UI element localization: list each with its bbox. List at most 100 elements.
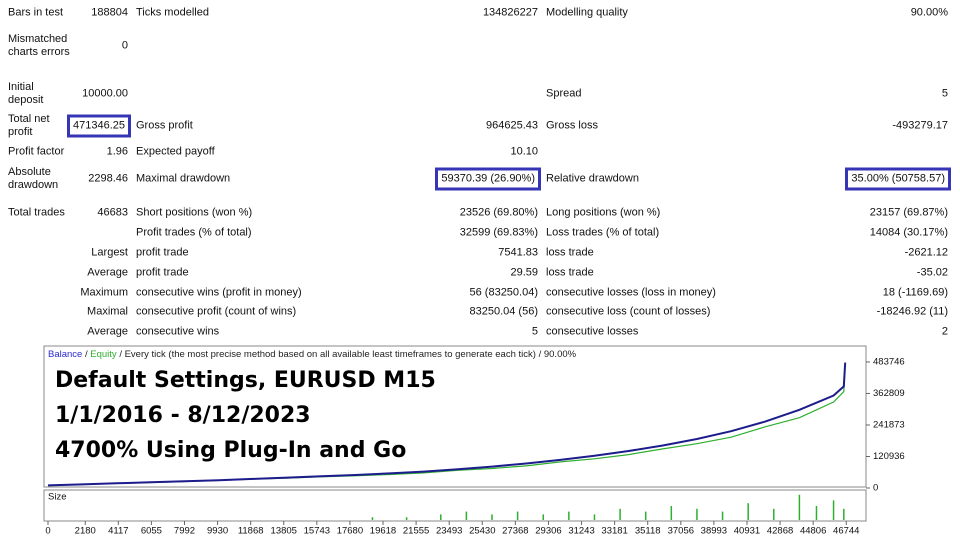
series-line <box>47 362 847 487</box>
plot-frame <box>43 345 867 488</box>
a-label: Mismatched charts errors <box>8 33 70 58</box>
x-tick-label: 38993 <box>701 526 727 537</box>
y-tick-label: 120936 <box>873 451 905 462</box>
y-tick-label: 241873 <box>873 419 905 430</box>
c-value: -35.02 <box>916 266 948 279</box>
c-label: loss trade <box>546 246 594 259</box>
c-label: Long positions (won %) <box>546 206 661 219</box>
b-value: 7541.83 <box>498 246 538 259</box>
y-tick-label: 362809 <box>873 388 905 399</box>
a-label: Total trades <box>8 206 65 219</box>
b-label: consecutive wins <box>136 325 220 338</box>
c-value: -2621.12 <box>904 246 948 259</box>
b-label: Short positions (won %) <box>136 206 253 219</box>
x-tick-label: 4117 <box>108 526 128 537</box>
c-value: -18246.92 (11) <box>876 305 948 318</box>
subtitle: Every tick (the most precise method base… <box>124 349 536 360</box>
b-label: consecutive wins (profit in money) <box>136 286 302 299</box>
b-value: 5 <box>531 325 538 338</box>
c-value: 23157 (69.87%) <box>869 206 948 219</box>
x-tick-label: 29306 <box>535 526 561 537</box>
size-label: Size <box>48 492 66 503</box>
a-value: 471346.25 <box>67 114 131 138</box>
a-value: 10000.00 <box>82 87 128 100</box>
a-label: Bars in test <box>8 6 64 19</box>
b-value: 23526 (69.80%) <box>459 206 538 219</box>
b-label: Ticks modelled <box>136 6 209 19</box>
legend-entry: Equity <box>90 349 117 360</box>
c-label: consecutive losses (loss in money) <box>546 286 716 299</box>
c-label: Relative drawdown <box>546 172 639 185</box>
a-value: 188804 <box>91 6 128 19</box>
x-tick-label: 33181 <box>601 526 627 537</box>
a-label: Average <box>87 266 128 279</box>
a-value: 1.96 <box>106 145 128 158</box>
a-label: Maximal <box>87 305 128 318</box>
x-tick-label: 2180 <box>75 526 96 537</box>
c-value: 35.00% (50758.57) <box>845 167 951 191</box>
chart-header: Balance / Equity / Every tick (the most … <box>48 349 576 360</box>
x-tick-label: 37056 <box>668 526 694 537</box>
b-value: 32599 (69.83%) <box>459 226 538 239</box>
x-tick-label: 46744 <box>833 526 859 537</box>
b-value: 59370.39 (26.90%) <box>435 167 541 191</box>
b-label: profit trade <box>136 246 189 259</box>
c-label: loss trade <box>546 266 594 279</box>
x-tick-label: 21555 <box>403 526 429 537</box>
a-value: 0 <box>121 39 128 52</box>
x-tick-label: 15743 <box>304 526 330 537</box>
a-label: Average <box>87 325 128 338</box>
c-value: 5 <box>941 87 948 100</box>
overlay-line: Default Settings, EURUSD M15 <box>55 368 436 393</box>
a-label: Maximum <box>80 286 128 299</box>
x-tick-label: 19618 <box>370 526 396 537</box>
c-label: Gross loss <box>546 119 598 132</box>
c-value: -493279.17 <box>892 119 948 132</box>
a-value: 46683 <box>97 206 128 219</box>
overlay-line: 4700% Using Plug-In and Go <box>55 438 407 463</box>
x-tick-label: 23493 <box>436 526 462 537</box>
x-tick-label: 35118 <box>635 526 661 537</box>
b-label: consecutive profit (count of wins) <box>136 305 297 318</box>
c-label: consecutive losses <box>546 325 639 338</box>
b-value: 134826227 <box>482 6 538 19</box>
c-value: 18 (-1169.69) <box>882 286 948 299</box>
c-label: Spread <box>546 87 582 100</box>
quality: 90.00% <box>543 349 577 360</box>
c-value: 90.00% <box>910 6 948 19</box>
b-value: 29.59 <box>510 266 538 279</box>
x-tick-label: 9930 <box>207 526 228 537</box>
overlay-line: 1/1/2016 - 8/12/2023 <box>55 403 311 428</box>
separator: / <box>119 349 122 360</box>
a-label: Absolute drawdown <box>8 166 59 191</box>
c-value: 14084 (30.17%) <box>869 226 948 239</box>
x-tick-label: 7992 <box>174 526 195 537</box>
size-frame <box>43 489 867 522</box>
separator: / <box>538 349 542 360</box>
a-label: Largest <box>91 246 128 259</box>
c-value: 2 <box>941 325 948 338</box>
x-tick-label: 6055 <box>141 526 162 537</box>
x-tick-label: 27368 <box>502 526 528 537</box>
x-tick-label: 40931 <box>734 526 760 537</box>
x-tick-label: 17680 <box>337 526 363 537</box>
a-value: 2298.46 <box>88 172 128 185</box>
separator: / <box>84 349 88 360</box>
y-tick-label: 0 <box>873 483 878 494</box>
c-label: Loss trades (% of total) <box>546 226 660 239</box>
b-label: Gross profit <box>136 119 193 132</box>
b-label: Maximal drawdown <box>136 172 231 185</box>
a-label: Profit factor <box>8 145 65 158</box>
y-tick-label: 483746 <box>873 356 905 367</box>
b-label: profit trade <box>136 266 189 279</box>
b-label: Expected payoff <box>136 145 215 158</box>
b-value: 964625.43 <box>486 119 538 132</box>
a-label: Total net profit <box>8 113 50 138</box>
b-label: Profit trades (% of total) <box>136 226 252 239</box>
legend-entry: Balance <box>48 349 83 360</box>
c-label: consecutive loss (count of losses) <box>546 305 711 318</box>
x-tick-label: 31243 <box>568 526 594 537</box>
x-tick-label: 0 <box>45 526 50 537</box>
